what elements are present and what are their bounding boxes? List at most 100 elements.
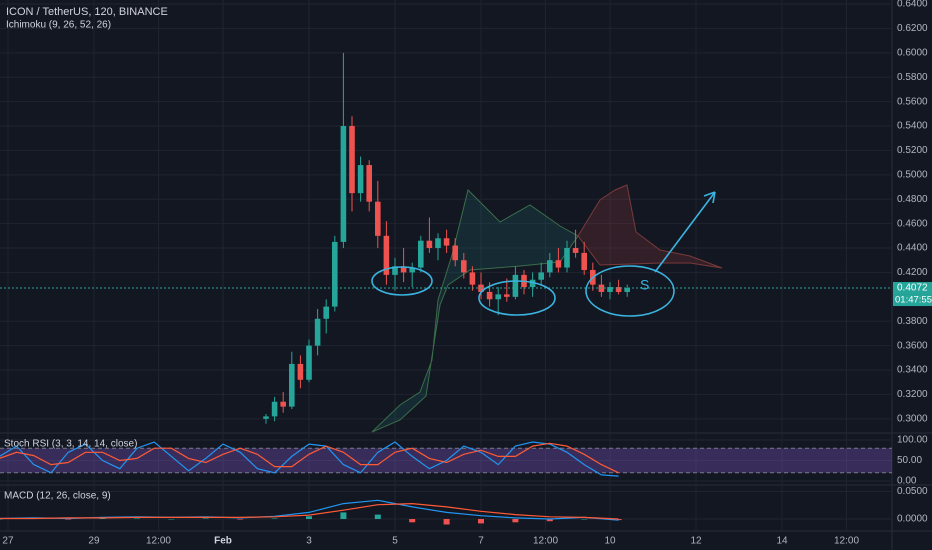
y-tick-label: 0.5000: [897, 169, 928, 180]
x-tick-label: 12: [690, 536, 702, 547]
candle-body: [581, 252, 587, 270]
marks-layer: [0, 52, 892, 525]
y-tick-label: 0.4600: [897, 218, 928, 229]
candle-body: [624, 288, 630, 292]
histogram-bar: [306, 516, 313, 519]
x-tick-label: 12:00: [834, 536, 859, 547]
histogram-bar: [133, 518, 140, 519]
x-tick-label: 27: [2, 536, 14, 547]
candle-body: [443, 238, 450, 246]
candle-body: [280, 401, 286, 407]
candle-body: [564, 248, 570, 268]
candle-body: [383, 235, 390, 275]
y-tick-label: 0.6400: [897, 0, 928, 10]
y-tick-label: 0.0500: [897, 486, 928, 497]
last-price-box: [893, 282, 932, 295]
histogram-bar: [65, 519, 72, 520]
y-tick-label: 100.00: [897, 435, 928, 446]
candle-body: [607, 287, 613, 292]
y-tick-label: 0.3800: [897, 316, 928, 327]
histogram-bar: [168, 519, 175, 520]
x-tick-label: 10: [604, 536, 616, 547]
candle-body: [418, 240, 424, 268]
candle-body: [357, 165, 364, 194]
candle-body: [469, 272, 476, 285]
histogram-bar: [478, 519, 485, 524]
candle-body: [323, 306, 329, 319]
y-tick-label: 0.5600: [897, 96, 928, 107]
indicator-title: Stoch RSI (3, 3, 14, 14, close): [4, 439, 137, 450]
indicator-line: [0, 502, 619, 520]
y-tick-label: 0.4200: [897, 267, 928, 278]
candle-body: [495, 294, 501, 300]
y-tick-label: 0.3600: [897, 340, 928, 351]
candle-body: [615, 287, 622, 292]
y-tick-label: 0.3000: [897, 413, 928, 424]
ichimoku-cloud-green: [371, 189, 579, 433]
countdown-label: 01:47:55: [895, 295, 932, 306]
ichimoku-cloud-red: [577, 184, 723, 269]
histogram-bar: [374, 514, 381, 519]
candle-body: [426, 240, 433, 249]
x-tick-label: 29: [88, 536, 100, 547]
y-tick-label: 0.3400: [897, 365, 928, 376]
y-tick-label: 50.00: [897, 455, 922, 466]
last-price-label: 0.4072: [897, 283, 928, 294]
y-tick-label: 0.5800: [897, 72, 928, 83]
candle-body: [461, 260, 467, 273]
drawing-text: S: [640, 277, 649, 293]
y-tick-label: 0.6200: [897, 23, 928, 34]
candle-body: [409, 267, 415, 273]
candle-body: [271, 401, 278, 417]
candle-body: [400, 266, 407, 273]
candle-body: [512, 274, 519, 297]
histogram-bar: [202, 518, 209, 519]
indicator-line: [0, 442, 619, 474]
x-tick-label: 12:00: [146, 536, 171, 547]
candle-body: [392, 266, 398, 275]
candle-body: [538, 272, 544, 280]
histogram-bar: [271, 518, 278, 519]
candle-body: [504, 294, 510, 297]
y-tick-label: 0.6000: [897, 47, 928, 58]
candle-body: [297, 363, 304, 380]
candle-body: [486, 291, 493, 300]
histogram-bar: [340, 512, 347, 519]
y-tick-label: 0.4400: [897, 243, 928, 254]
y-tick-label: 0.4800: [897, 194, 928, 205]
x-tick-label: 12:00: [533, 536, 558, 547]
y-tick-label: 0.5400: [897, 121, 928, 132]
x-tick-label: 3: [306, 536, 312, 547]
candle-body: [555, 260, 562, 268]
candle-body: [289, 363, 295, 407]
histogram-bar: [237, 519, 244, 520]
x-tick-label: 7: [478, 536, 484, 547]
drawing-ellipse: [371, 266, 433, 296]
candle-body: [306, 345, 312, 380]
indicator-title: MACD (12, 26, close, 9): [4, 491, 111, 502]
histogram-bar: [443, 519, 450, 525]
histogram-bar: [512, 519, 519, 523]
candle-body: [452, 245, 458, 261]
x-tick-label: 14: [776, 536, 788, 547]
histogram-bar: [546, 519, 553, 522]
chart-subtitle: Ichimoku (9, 26, 52, 26): [6, 20, 111, 31]
drawing-ellipse: [478, 280, 556, 316]
candle-body: [340, 126, 347, 242]
candle-body: [529, 279, 536, 288]
histogram-bar: [0, 519, 3, 520]
y-tick-label: 0.0000: [897, 514, 928, 525]
candle-body: [375, 201, 381, 236]
y-tick-label: 0.3200: [897, 389, 928, 400]
candle-body: [314, 318, 321, 346]
candle-body: [435, 238, 441, 249]
candle-body: [572, 248, 579, 253]
countdown-box: [893, 294, 932, 307]
x-tick-label: Feb: [214, 536, 232, 547]
chart-title: ICON / TetherUS, 120, BINANCE: [6, 6, 168, 18]
candle-body: [263, 416, 269, 419]
drawing-ellipse: [585, 265, 675, 317]
